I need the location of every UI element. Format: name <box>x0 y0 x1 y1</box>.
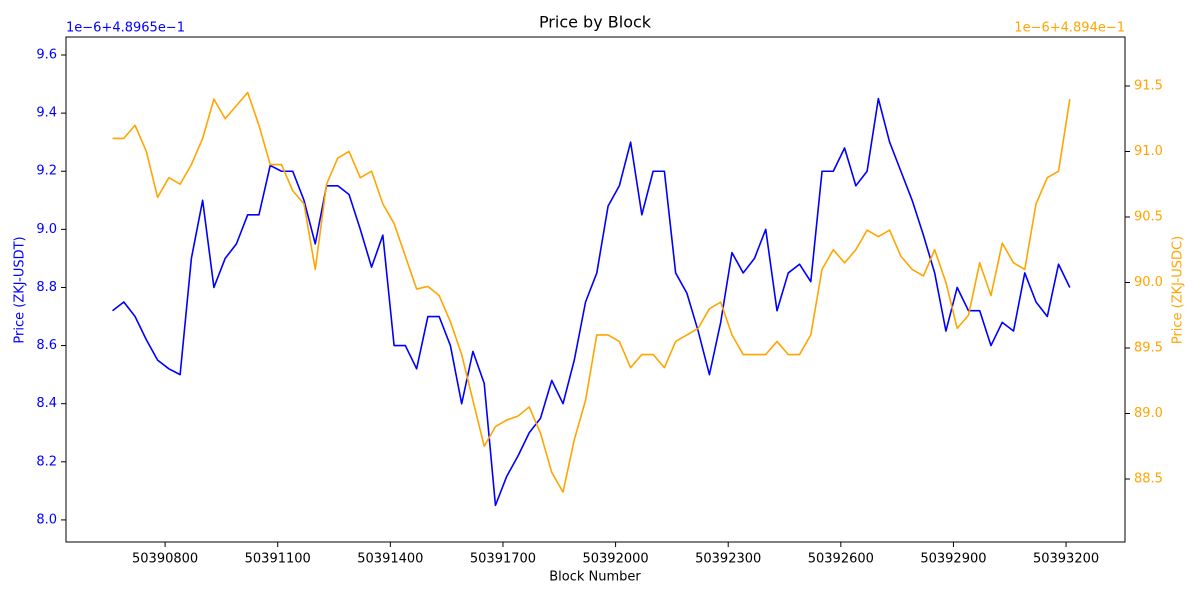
y-tick-label: 9.2 <box>36 164 57 179</box>
x-tick-label: 50393200 <box>1033 552 1099 567</box>
x-tick-label: 50391100 <box>245 552 311 567</box>
y-tick-label: 9.0 <box>36 222 57 237</box>
price-line <box>112 97 1071 507</box>
x-tick-label: 50391400 <box>357 552 423 567</box>
y-tick-label: 8.6 <box>36 338 57 353</box>
y2-axis-label: Price (ZKJ-USDC) <box>1171 236 1186 344</box>
y-tick-label: 8.2 <box>36 454 57 469</box>
y2-tick-label: 89.0 <box>1134 406 1163 421</box>
x-tick-label: 50392300 <box>695 552 761 567</box>
x-tick-label: 50392000 <box>582 552 648 567</box>
x-axis-label: Block Number <box>549 570 641 585</box>
y2-tick-label: 90.0 <box>1134 275 1163 290</box>
x-tick-label: 50392900 <box>920 552 986 567</box>
y-tick-label: 9.4 <box>36 106 57 121</box>
y2-tick-label: 91.5 <box>1134 78 1163 93</box>
y-tick-label: 8.4 <box>36 396 57 411</box>
y2-offset-label: 1e−6+4.894e−1 <box>1014 21 1125 36</box>
x-tick-label: 50391700 <box>470 552 536 567</box>
y2-tick-label: 91.0 <box>1134 144 1163 159</box>
x-tick-label: 50392600 <box>808 552 874 567</box>
y-tick-label: 9.6 <box>36 48 57 63</box>
y2-tick-label: 90.5 <box>1134 209 1163 224</box>
y2-tick-label: 89.5 <box>1134 340 1163 355</box>
plot-frame <box>65 36 1126 543</box>
y-offset-label: 1e−6+4.8965e−1 <box>66 21 185 36</box>
x-tick-label: 50390800 <box>132 552 198 567</box>
price-line <box>112 91 1071 493</box>
chart-title: Price by Block <box>539 13 652 32</box>
y2-tick-label: 88.5 <box>1134 471 1163 486</box>
y-axis-label: Price (ZKJ-USDT) <box>13 236 28 343</box>
y-tick-label: 8.8 <box>36 280 57 295</box>
y-tick-label: 8.0 <box>36 512 57 527</box>
